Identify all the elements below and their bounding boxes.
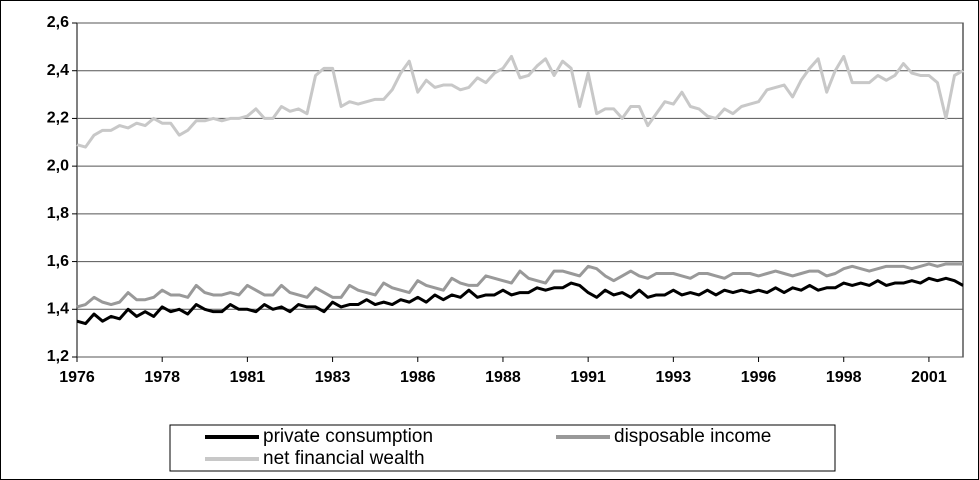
x-tick-label: 1991: [570, 369, 606, 386]
series-line: [76, 262, 963, 309]
series-line: [76, 276, 964, 326]
y-tick-label: 2,0: [47, 157, 69, 174]
y-tick-label: 2,4: [47, 62, 69, 79]
x-tick-label: 1986: [400, 369, 436, 386]
x-tick-label: 1998: [826, 369, 862, 386]
x-tick-label: 1993: [656, 369, 692, 386]
x-tick-label: 1996: [741, 369, 777, 386]
x-tick-label: 1978: [144, 369, 180, 386]
x-tick-label: 1976: [59, 369, 95, 386]
x-tick-label: 1981: [230, 369, 266, 386]
x-tick-label: 2001: [911, 369, 947, 386]
plot-area: [76, 22, 964, 358]
y-tick-label: 1,4: [47, 301, 69, 318]
y-tick-label: 1,2: [47, 348, 69, 365]
series-line: [76, 54, 964, 149]
legend-label: private consumption: [263, 426, 433, 447]
legend-label: net financial wealth: [263, 448, 425, 469]
x-tick-label: 1988: [485, 369, 521, 386]
y-tick-label: 1,8: [47, 205, 69, 222]
y-tick-label: 2,2: [47, 110, 69, 127]
legend-box: [169, 424, 836, 472]
legend-label: disposable income: [614, 426, 771, 447]
y-tick-label: 1,6: [47, 253, 69, 270]
x-tick-label: 1983: [315, 369, 351, 386]
y-tick-label: 2,6: [47, 14, 69, 31]
